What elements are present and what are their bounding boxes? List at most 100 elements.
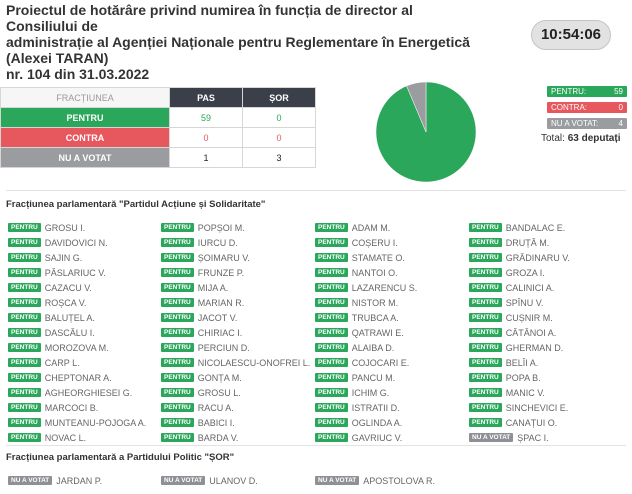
vote-badge: PENTRU	[469, 313, 502, 322]
vote-badge: PENTRU	[315, 328, 348, 337]
deputy-name: SPÎNU V.	[505, 297, 544, 308]
deputy-name: MARIAN R.	[197, 297, 245, 308]
deputy-name: ULANOV D.	[209, 475, 258, 486]
vote-badge: PENTRU	[8, 238, 41, 247]
vote-summary-table: FRACȚIUNEA PAS ȘOR PENTRU 59 0 CONTRA 0 …	[0, 87, 316, 168]
total-value: 63 deputați	[567, 133, 621, 144]
vote-badge: PENTRU	[469, 283, 502, 292]
vote-badge: PENTRU	[315, 418, 348, 427]
title-line: (Alexei TARAN)	[6, 50, 109, 66]
deputy-name: GAVRIUC V.	[351, 432, 403, 443]
header-pas: PAS	[169, 87, 243, 108]
deputy-name: PERCIUN D.	[197, 342, 250, 353]
deputy-item: PENTRU ȘOIMARU V.	[161, 250, 316, 265]
deputy-item: PENTRU BABICI I.	[161, 415, 316, 430]
vote-badge: PENTRU	[8, 253, 41, 262]
vote-badge: PENTRU	[469, 328, 502, 337]
deputy-item: PENTRU MARIAN R.	[161, 295, 316, 310]
vote-badge: PENTRU	[315, 403, 348, 412]
vote-badge: PENTRU	[315, 313, 348, 322]
deputy-item: PENTRU ADAM M.	[315, 220, 470, 235]
deputy-item: PENTRU DAVIDOVICI N.	[8, 235, 163, 250]
vote-badge: PENTRU	[8, 283, 41, 292]
vote-badge: PENTRU	[8, 328, 41, 337]
vote-badge: PENTRU	[469, 268, 502, 277]
vote-badge: PENTRU	[315, 433, 348, 442]
deputy-name: TRUBCA A.	[351, 312, 399, 323]
deputy-name: CUȘNIR M.	[505, 312, 553, 323]
deputy-name: QATRAWI E.	[351, 327, 404, 338]
vote-badge: PENTRU	[161, 403, 194, 412]
deputy-name: MUNTEANU-POJOGA A.	[44, 417, 147, 428]
deputy-item: PENTRU GHERMAN D.	[469, 340, 624, 355]
deputy-name: APOSTOLOVA R.	[363, 475, 435, 486]
vote-badge: PENTRU	[161, 253, 194, 262]
vote-badge: PENTRU	[469, 238, 502, 247]
deputy-item: PENTRU MIJA A.	[161, 280, 316, 295]
deputy-item: PENTRU LAZARENCU S.	[315, 280, 470, 295]
row-label-contra: CONTRA	[0, 127, 170, 148]
deputy-name: NOVAC L.	[44, 432, 87, 443]
total-label: Total:	[541, 133, 565, 144]
deputy-name: PĂSLARIUC V.	[44, 267, 106, 278]
table-row: CONTRA 0 0	[0, 127, 316, 148]
deputy-item: PENTRU COȘERU I.	[315, 235, 470, 250]
vote-badge: PENTRU	[161, 298, 194, 307]
vote-badge: PENTRU	[8, 298, 41, 307]
vote-badge: PENTRU	[469, 388, 502, 397]
deputy-item: PENTRU CANAȚUI O.	[469, 415, 624, 430]
deputy-item: PENTRU SPÎNU V.	[469, 295, 624, 310]
deputy-item: NU A VOTAT APOSTOLOVA R.	[315, 473, 470, 488]
vote-badge: PENTRU	[315, 283, 348, 292]
vote-badge: PENTRU	[161, 238, 194, 247]
deputy-name: NISTOR M.	[351, 297, 399, 308]
vote-badge: NU A VOTAT	[161, 476, 206, 485]
deputy-item: NU A VOTAT ULANOV D.	[161, 473, 316, 488]
deputy-name: ADAM M.	[351, 222, 391, 233]
vote-badge: PENTRU	[315, 223, 348, 232]
vote-badge: PENTRU	[315, 358, 348, 367]
deputy-item: PENTRU CUȘNIR M.	[469, 310, 624, 325]
deputy-name: CHIRIAC I.	[197, 327, 243, 338]
deputy-item: PENTRU CAZACU V.	[8, 280, 163, 295]
deputy-item: PENTRU STAMATE O.	[315, 250, 470, 265]
vote-badge: NU A VOTAT	[8, 476, 53, 485]
deputy-item: PENTRU NISTOR M.	[315, 295, 470, 310]
vote-badge: PENTRU	[315, 343, 348, 352]
legend-label: PENTRU:	[551, 87, 587, 96]
deputy-item: PENTRU GRĂDINARU V.	[469, 250, 624, 265]
cell-sor: 3	[242, 147, 316, 168]
table-row: NU A VOTAT 1 3	[0, 147, 316, 168]
deputy-item: PENTRU QATRAWI E.	[315, 325, 470, 340]
deputy-name: IURCU D.	[197, 237, 238, 248]
title-line: Proiectul de hotărâre privind numirea în…	[6, 2, 413, 34]
vote-badge: PENTRU	[8, 373, 41, 382]
deputy-item: PENTRU GROZA I.	[469, 265, 624, 280]
legend-label: NU A VOTAT:	[551, 119, 599, 128]
deputy-name: ȘPAC I.	[517, 432, 549, 443]
vote-badge: PENTRU	[315, 373, 348, 382]
deputy-item: PENTRU CALINICI A.	[469, 280, 624, 295]
deputy-name: PANCU M.	[351, 372, 396, 383]
legend-value: 4	[618, 119, 623, 128]
deputy-item: PENTRU FRUNZE P.	[161, 265, 316, 280]
deputy-name: GROZA I.	[505, 267, 545, 278]
legend-value: 59	[614, 87, 623, 96]
deputy-item: PENTRU BALUȚEL A.	[8, 310, 163, 325]
vote-badge: PENTRU	[161, 388, 194, 397]
deputy-name: ICHIM G.	[351, 387, 390, 398]
deputy-name: JARDAN P.	[56, 475, 103, 486]
deputies-column: PENTRU ADAM M. PENTRU COȘERU I. PENTRU STAMAT…	[315, 220, 470, 445]
deputy-name: COJOCARI E.	[351, 357, 410, 368]
deputy-name: GHERMAN D.	[505, 342, 564, 353]
vote-badge: PENTRU	[8, 433, 41, 442]
deputy-name: NANTOI O.	[351, 267, 398, 278]
deputy-name: BELÎI A.	[505, 357, 539, 368]
legend-value: 0	[618, 103, 623, 112]
cell-pas: 1	[169, 147, 243, 168]
cell-sor: 0	[242, 107, 316, 128]
deputy-name: DAVIDOVICI N.	[44, 237, 108, 248]
vote-badge: PENTRU	[8, 388, 41, 397]
deputy-name: DASCĂLU I.	[44, 327, 95, 338]
deputy-name: LAZARENCU S.	[351, 282, 418, 293]
